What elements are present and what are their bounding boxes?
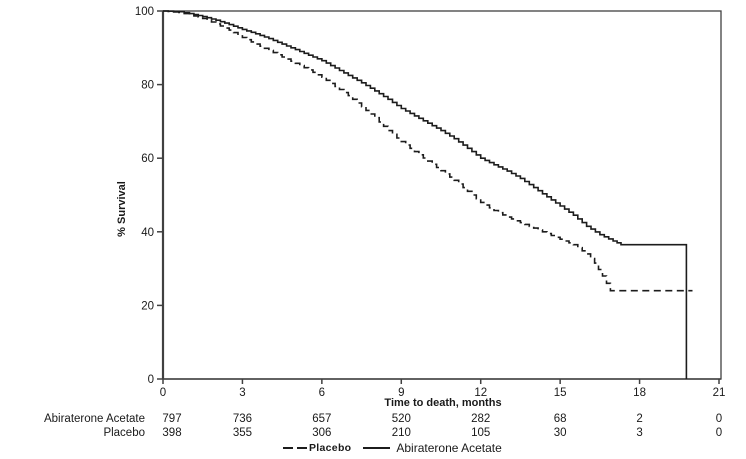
legend-label-abiraterone: Abiraterone Acetate [396, 440, 502, 455]
y-tick-label: 100 [135, 6, 154, 18]
abiraterone-solid-line-sample [363, 446, 391, 449]
x-tick-label: 6 [319, 387, 325, 399]
risk-count: 306 [312, 427, 332, 439]
survival-curve-abiraterone-acetate [163, 10, 688, 379]
x-axis-title: Time to death, months [384, 397, 502, 409]
survival-curve-placebo [163, 10, 693, 292]
risk-count: 355 [232, 427, 253, 439]
x-tick-label: 3 [239, 387, 245, 399]
x-tick-label: 9 [398, 387, 404, 399]
risk-count: 520 [391, 413, 411, 425]
risk-count: 797 [162, 413, 182, 425]
risk-count: 105 [471, 427, 491, 439]
risk-count: 736 [232, 413, 253, 425]
y-tick-label: 60 [141, 153, 154, 165]
chart-legend: Placebo Abiraterone Acetate [283, 440, 502, 455]
risk-count: 0 [715, 413, 723, 425]
x-tick-label: 12 [474, 387, 487, 399]
x-tick-label: 18 [633, 387, 646, 399]
risk-count: 0 [715, 427, 723, 439]
y-tick-label: 20 [141, 300, 154, 312]
y-axis-title: % Survival [116, 181, 128, 237]
risk-count: 657 [312, 413, 332, 425]
x-tick-label: 15 [554, 387, 567, 399]
plot-frame [162, 10, 722, 380]
risk-count: 3 [636, 427, 643, 439]
placebo-dashed-line-sample [297, 446, 307, 449]
y-tick-label: 0 [148, 374, 154, 386]
placebo-dashed-line-sample [283, 446, 293, 449]
x-tick-label: 21 [713, 387, 726, 399]
risk-count: 2 [636, 413, 643, 425]
risk-row-label: Placebo [103, 427, 145, 439]
risk-count: 282 [471, 413, 491, 425]
risk-row-label: Abiraterone Acetate [43, 413, 145, 425]
legend-label-placebo: Placebo [309, 441, 352, 454]
y-tick-label: 80 [141, 80, 154, 92]
x-tick-label: 0 [160, 387, 166, 399]
risk-count: 398 [162, 427, 182, 439]
risk-count: 30 [553, 427, 567, 439]
y-tick-label: 40 [141, 227, 154, 239]
risk-count: 68 [553, 413, 567, 425]
risk-count: 210 [391, 427, 411, 439]
